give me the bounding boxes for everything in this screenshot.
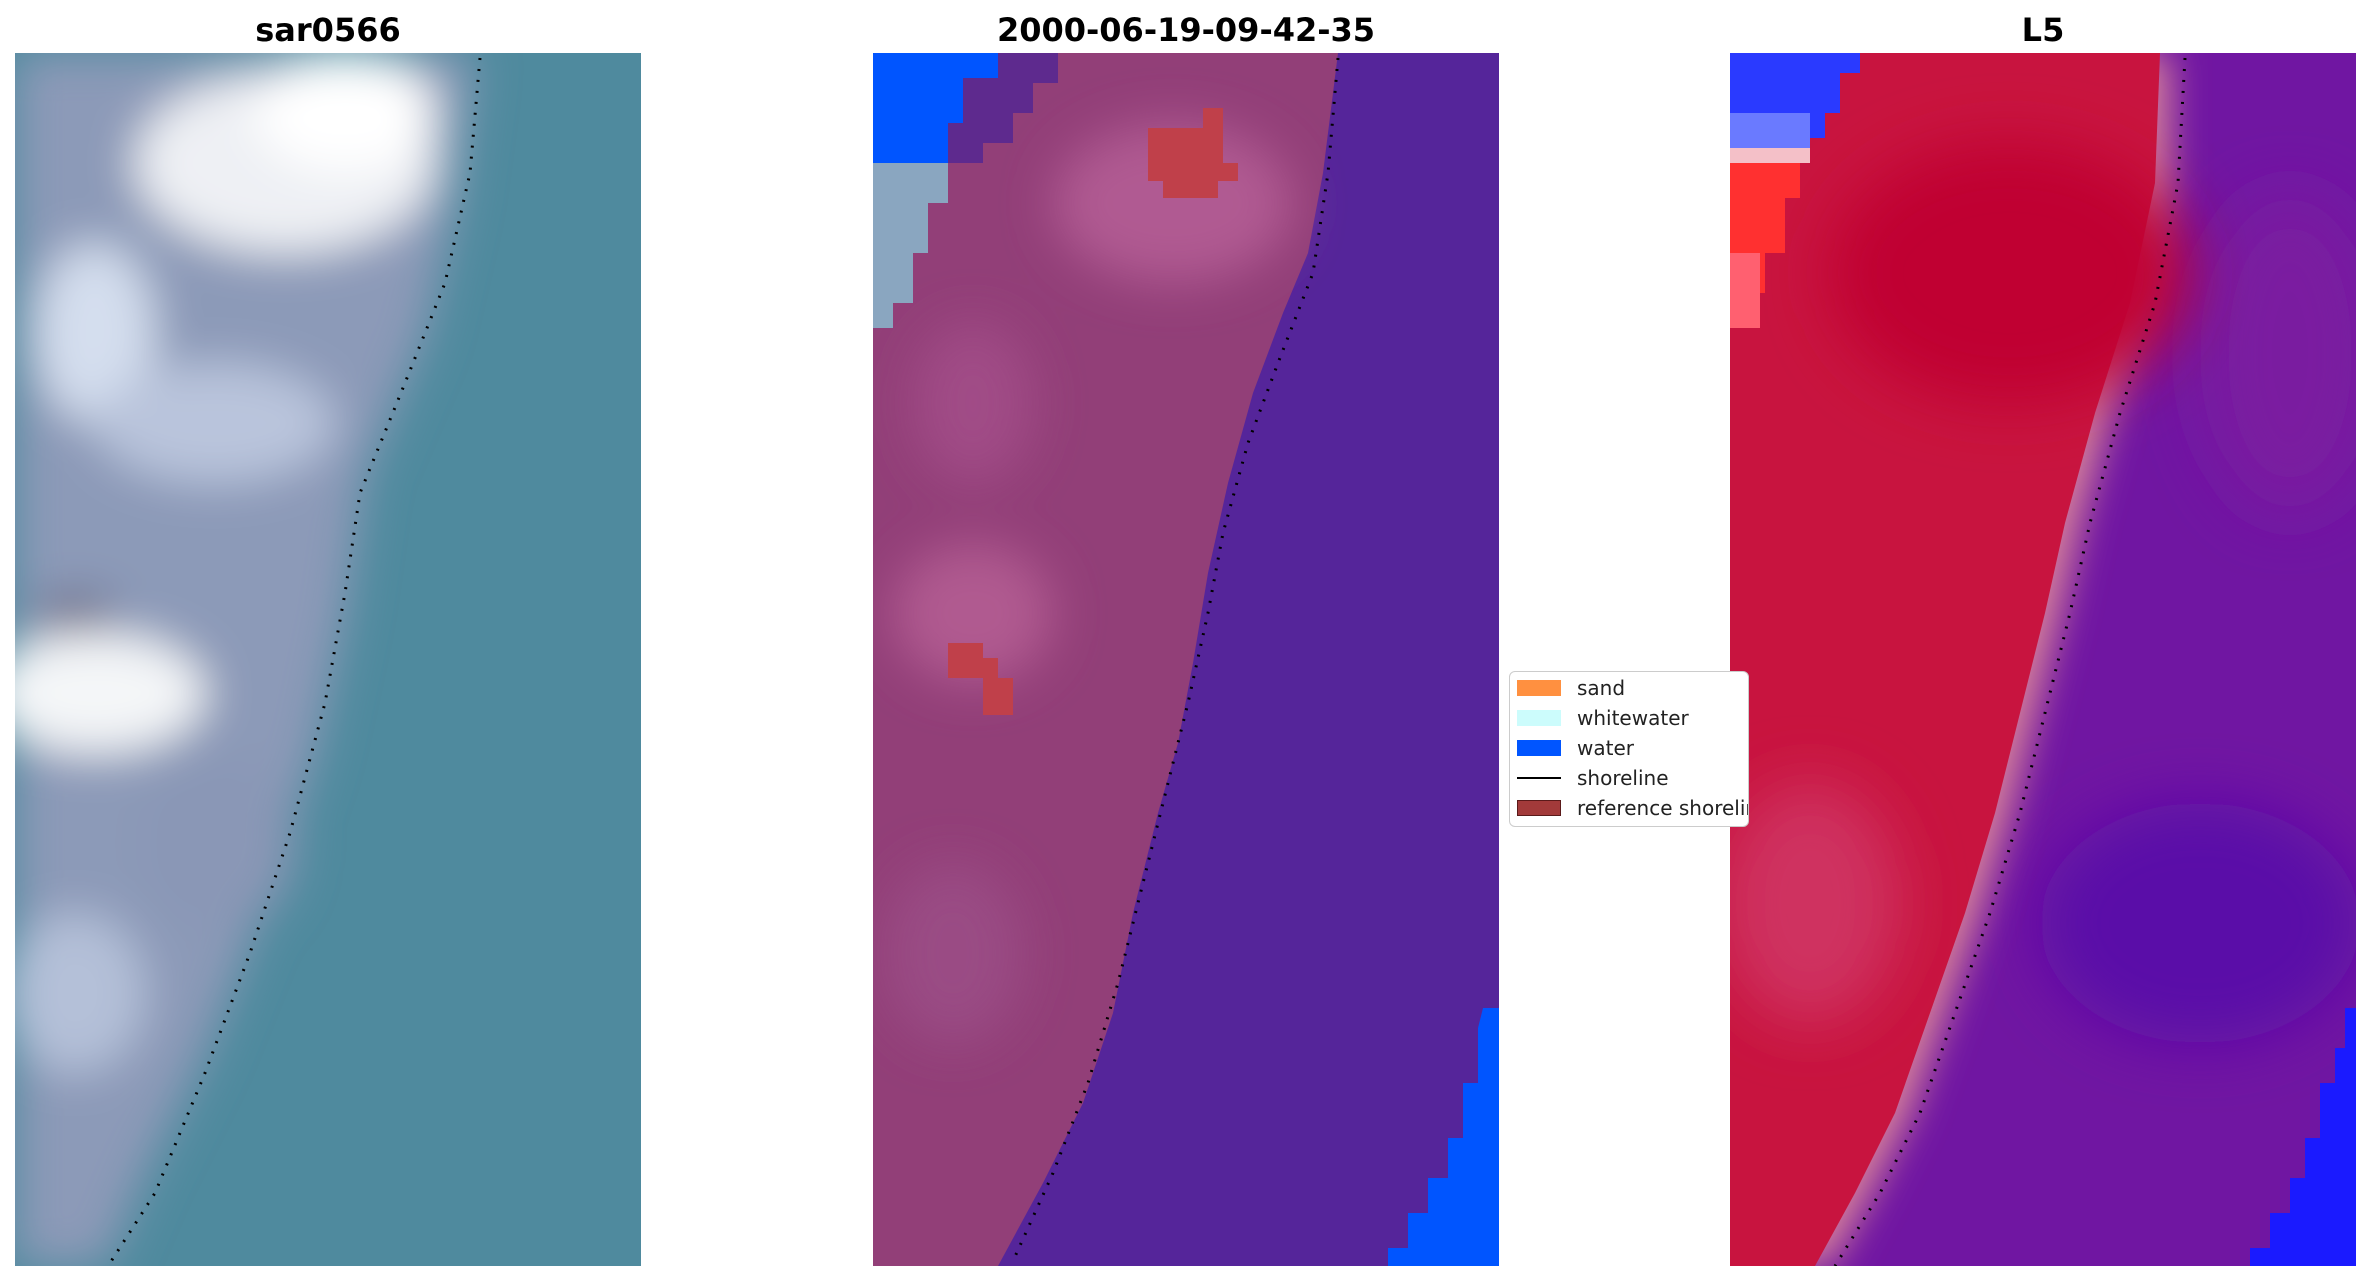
panel-title-rgb: sar0566 (255, 11, 401, 49)
legend-item-reference-shoreline: reference shoreline (1510, 795, 1748, 821)
legend-label-reference-shoreline: reference shoreline (1577, 796, 1748, 820)
classification-panel (873, 53, 1499, 1266)
reference-shoreline-swatch-icon (1517, 800, 1561, 816)
shoreline-line-icon (1517, 777, 1561, 779)
water-index-region (2250, 1008, 2356, 1266)
legend-label-whitewater: whitewater (1577, 706, 1689, 730)
panel-title-index: L5 (2021, 11, 2065, 49)
index-image (1730, 53, 2356, 1266)
sand-swatch-icon (1517, 680, 1561, 696)
legend-label-sand: sand (1577, 676, 1626, 700)
reference-shoreline-patch (1148, 108, 1238, 198)
water-region-bottomright (1388, 1008, 1499, 1266)
legend-item-shoreline: shoreline (1510, 765, 1748, 791)
legend-item-water: water (1510, 735, 1748, 761)
shoreline-trace (1011, 57, 1340, 1262)
water-region-topleft (873, 53, 998, 163)
legend-item-sand: sand (1510, 675, 1748, 701)
shoreline-trace (1833, 57, 2187, 1266)
shoreline-trace (108, 57, 482, 1264)
legend: sand whitewater water shoreline referenc… (1509, 671, 1749, 827)
index-panel (1730, 53, 2356, 1266)
water-swatch-icon (1517, 740, 1561, 756)
legend-label-water: water (1577, 736, 1634, 760)
legend-label-shoreline: shoreline (1577, 766, 1669, 790)
whitewater-swatch-icon (1517, 710, 1561, 726)
rgb-image (15, 53, 641, 1266)
classified-image (873, 53, 1499, 1266)
panel-title-classification: 2000-06-19-09-42-35 (996, 11, 1376, 49)
legend-item-whitewater: whitewater (1510, 705, 1748, 731)
rgb-image-panel (15, 53, 641, 1266)
